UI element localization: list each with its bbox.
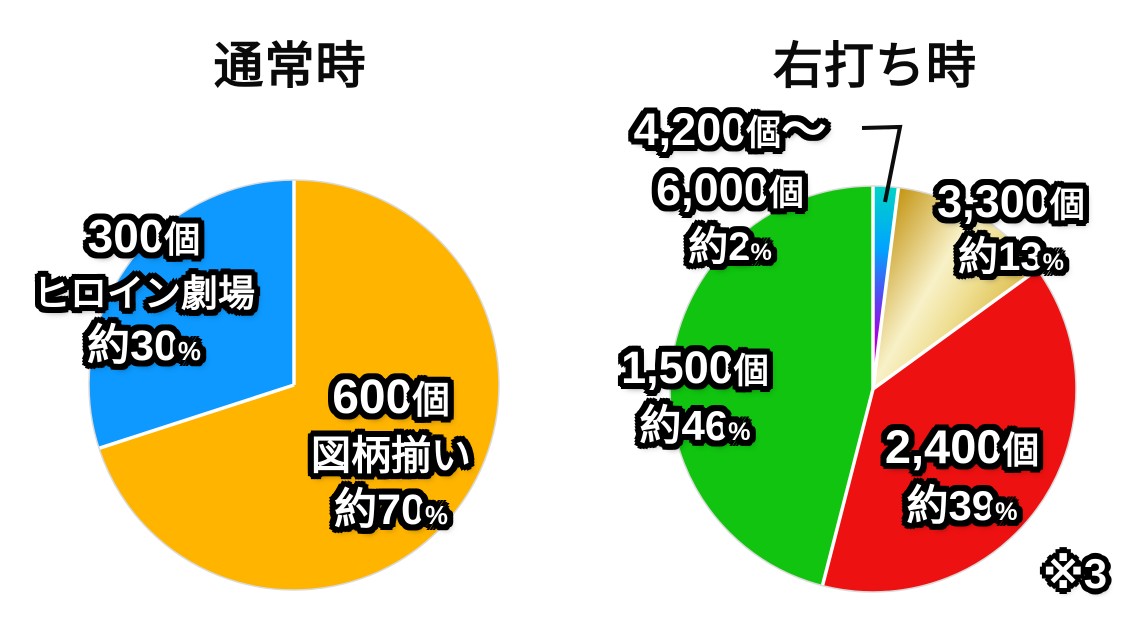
amount-unit: 個 [1002, 430, 1040, 471]
amount-unit: 個 [412, 379, 450, 421]
percent-value: 約70 [334, 486, 425, 534]
label-line-amount: 2,400個 [847, 418, 1077, 480]
amount-value: 1,500 [621, 342, 734, 393]
percent-value: 約30 [87, 322, 178, 370]
amount-unit: 個 [746, 114, 782, 153]
label-line-percent: 約70% [271, 484, 511, 542]
amount-unit: 個 [733, 352, 769, 391]
amount-value: 300 [87, 210, 165, 262]
label-line-amount: 1,500個 [580, 340, 810, 400]
pie-0-slice-1 [88, 180, 295, 449]
label-line-amount: 3,300個 [896, 174, 1126, 234]
label-gold-slice: 3,300個 約13% [896, 174, 1126, 286]
percent-symbol: % [750, 239, 772, 266]
pie-1-rim [669, 185, 1077, 593]
label-zugara-slice: 600個 図柄揃い 約70% [271, 370, 511, 542]
percent-value: 約2 [688, 225, 751, 269]
label-line-percent: 約30% [24, 320, 264, 378]
left-pie-title: 通常時 [213, 38, 367, 94]
pie-1-slice-2 [822, 269, 1076, 592]
label-heroine-slice: 300個 ヒロイン劇場 約30% [24, 208, 264, 378]
percent-symbol: % [1042, 249, 1064, 276]
pie-0-slice-0 [99, 180, 499, 590]
callout-line [861, 124, 903, 203]
percent-value: 約46 [639, 402, 729, 449]
amount-value: 6,000 [656, 164, 769, 215]
label-line-amount: 600個 [271, 370, 511, 428]
label-line-amount: 300個 [24, 208, 264, 268]
pie-1-separator [871, 268, 1039, 391]
percent-value: 約39 [906, 482, 996, 529]
amount-value: 2,400 [884, 420, 1003, 473]
label-line-percent: 約13% [896, 234, 1126, 286]
amount-value: 3,300 [937, 176, 1050, 227]
label-line-name: 図柄揃い [311, 434, 471, 478]
percent-value: 約13 [958, 235, 1043, 279]
pie-1-slice-3 [670, 186, 873, 586]
label-red-slice: 2,400個 約39% [847, 418, 1077, 538]
amount-value: 600 [332, 371, 413, 424]
pie-1-separator [820, 388, 875, 587]
percent-symbol: % [424, 502, 448, 530]
footnote: ※3 [1042, 550, 1108, 597]
percent-symbol: % [177, 338, 201, 366]
label-green-slice: 1,500個 約46% [580, 340, 810, 458]
amount-unit: 個 [1049, 186, 1085, 225]
range-tilde: 〜 [781, 104, 827, 155]
right-pie-title: 右打ち時 [773, 38, 977, 94]
label-rainbow-slice: 4,200個〜 6,000個 約2% [600, 102, 860, 278]
label-line-percent: 約39% [847, 480, 1077, 538]
label-line-percent: 約2% [600, 222, 860, 278]
label-line-percent: 約46% [580, 400, 810, 458]
pie-1-separator [871, 187, 901, 390]
pie-0-separator [98, 383, 295, 450]
pie-0-rim [88, 179, 500, 591]
label-line-amount-range-start: 4,200個〜 [600, 102, 860, 162]
amount-unit: 個 [164, 220, 201, 260]
label-line-name: ヒロイン劇場 [33, 273, 255, 314]
amount-unit: 個 [768, 174, 804, 213]
pie-1-slice-1 [873, 187, 1038, 389]
percent-symbol: % [995, 498, 1018, 526]
percent-symbol: % [728, 418, 751, 446]
amount-value: 4,200 [633, 104, 747, 155]
label-line-amount-range-end: 6,000個 [600, 162, 860, 222]
